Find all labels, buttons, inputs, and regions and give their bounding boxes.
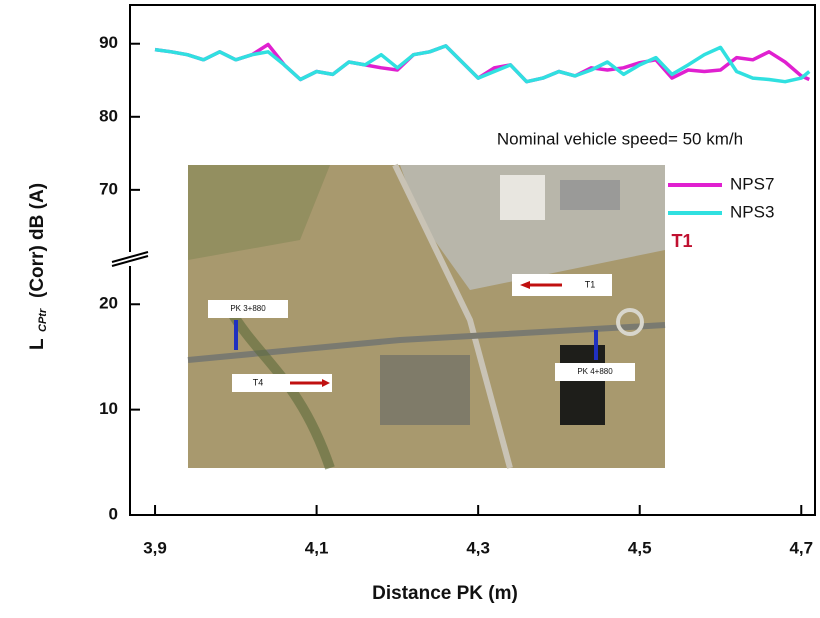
y-tick-label: 80	[99, 106, 118, 125]
x-tick-label: 4,7	[789, 538, 813, 557]
x-tick-label: 4,1	[305, 538, 329, 557]
inset-label: PK 3+880	[230, 304, 266, 313]
x-axis-label: Distance PK (m)	[372, 583, 518, 604]
legend-label: NPS3	[730, 202, 774, 221]
annotation: T1	[671, 231, 692, 251]
y-tick-label: 20	[99, 294, 118, 313]
y-tick-label: 0	[109, 504, 118, 523]
y-label-sub: CPtr	[37, 308, 49, 332]
inset-label: T4	[253, 377, 264, 387]
inset-label: PK 4+880	[577, 367, 613, 376]
x-tick-label: 4,5	[628, 538, 652, 557]
x-tick-label: 3,9	[143, 538, 167, 557]
y-label-main: L	[27, 338, 48, 350]
y-tick-label: 10	[99, 399, 118, 418]
y-tick-label: 90	[99, 33, 118, 52]
series-line	[154, 44, 811, 84]
annotation: Nominal vehicle speed= 50 km/h	[497, 129, 743, 148]
inset-label: T1	[585, 279, 596, 289]
x-tick-label: 4,3	[466, 538, 490, 557]
y-label-rest: (Corr) dB (A)	[27, 183, 48, 298]
y-tick-label: 70	[99, 179, 118, 198]
y-axis-label: L CPtr (Corr) dB (A)	[27, 183, 49, 350]
legend-label: NPS7	[730, 174, 774, 193]
inset-photo	[187, 163, 666, 470]
axis-break	[110, 251, 150, 267]
